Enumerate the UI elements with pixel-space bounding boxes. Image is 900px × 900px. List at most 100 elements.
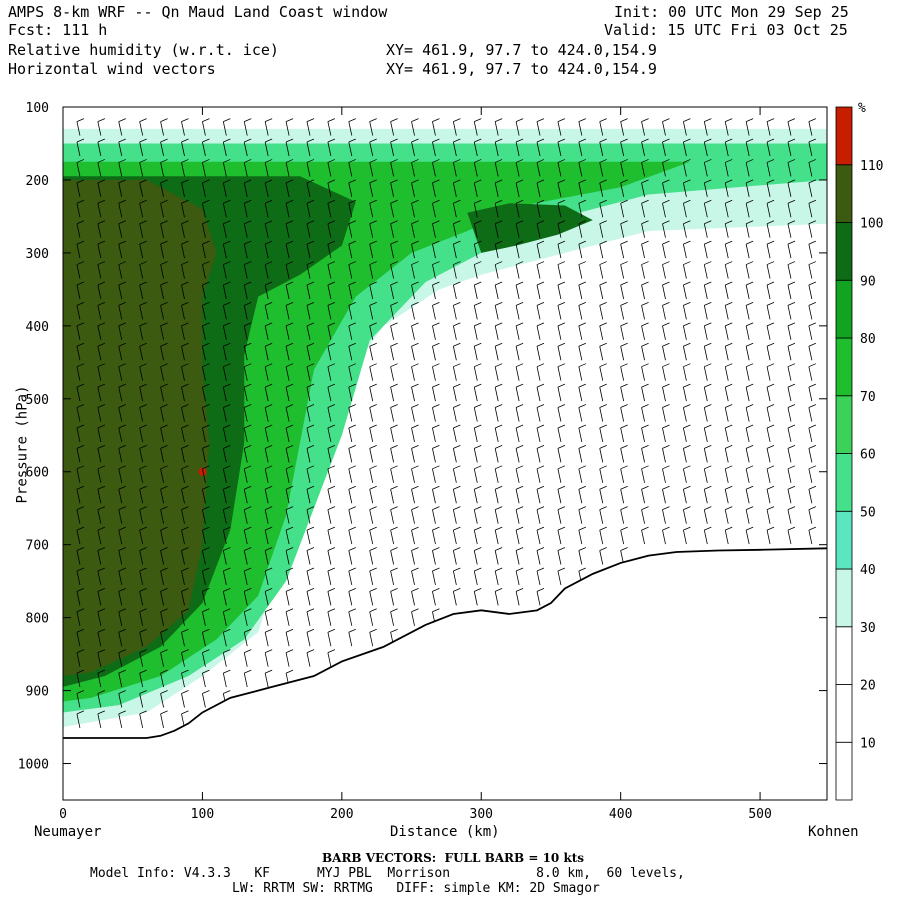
wind-barb bbox=[432, 509, 436, 524]
wind-barb bbox=[578, 182, 583, 197]
wind-barb bbox=[348, 489, 353, 504]
wind-barb-flag bbox=[620, 179, 628, 184]
wind-barb-flag bbox=[327, 424, 336, 429]
wind-barb bbox=[306, 387, 311, 402]
wind-barb-flag bbox=[599, 363, 607, 368]
wind-barb bbox=[745, 264, 750, 279]
wind-barb-flag bbox=[599, 199, 607, 204]
wind-barb bbox=[599, 162, 604, 177]
wind-barb-flag bbox=[97, 240, 106, 245]
wind-barb-flag bbox=[76, 342, 85, 347]
wind-barb bbox=[139, 468, 144, 483]
wind-barb bbox=[202, 448, 206, 463]
wind-barb-flag bbox=[369, 547, 377, 551]
wind-barb-flag bbox=[139, 710, 147, 715]
wind-barb-flag bbox=[76, 628, 85, 633]
wind-barb bbox=[285, 182, 290, 197]
wind-barb-flag bbox=[725, 220, 733, 225]
colorbar-segment bbox=[835, 684, 853, 743]
wind-barb bbox=[452, 346, 457, 361]
wind-barb bbox=[766, 468, 771, 483]
wind-barb bbox=[599, 366, 604, 381]
wind-barb bbox=[222, 366, 227, 381]
wind-barb bbox=[620, 305, 625, 320]
wind-barb bbox=[118, 652, 123, 667]
wind-barb bbox=[202, 611, 206, 626]
wind-barb bbox=[808, 121, 813, 136]
wind-barb bbox=[641, 509, 645, 524]
wind-barb-flag bbox=[160, 261, 168, 265]
wind-barb bbox=[202, 366, 206, 381]
wind-barb-flag bbox=[97, 322, 106, 327]
wind-barb bbox=[745, 387, 750, 402]
wind-barb-flag bbox=[285, 649, 294, 654]
wind-barb bbox=[808, 325, 813, 340]
wind-barb bbox=[390, 121, 395, 136]
wind-barb-flag bbox=[745, 465, 754, 470]
wind-barb bbox=[515, 489, 520, 504]
wind-barb bbox=[432, 223, 436, 238]
colorbar-label: 30 bbox=[860, 621, 876, 636]
wind-barb bbox=[515, 244, 520, 259]
wind-barb bbox=[620, 530, 625, 545]
wind-barb-flag bbox=[536, 281, 545, 286]
wind-barb-flag bbox=[808, 363, 817, 368]
wind-barb-flag bbox=[160, 118, 168, 122]
wind-barb-flag bbox=[432, 240, 440, 245]
wind-barb-flag bbox=[515, 302, 524, 306]
wind-barb bbox=[620, 489, 625, 504]
wind-barb bbox=[118, 591, 123, 606]
wind-barb bbox=[703, 264, 708, 279]
wind-barb bbox=[473, 468, 478, 483]
rh-region-90-5 bbox=[467, 203, 593, 253]
wind-barb-flag bbox=[745, 383, 754, 388]
wind-barb bbox=[76, 427, 81, 443]
wind-barb bbox=[202, 407, 206, 422]
colorbar-segment bbox=[835, 279, 853, 339]
wind-barb-flag bbox=[76, 547, 85, 551]
wind-barb bbox=[327, 591, 332, 606]
wind-barb-flag bbox=[160, 322, 168, 327]
wind-barb-flag bbox=[306, 322, 315, 327]
wind-barb bbox=[745, 366, 750, 381]
wind-barb-flag bbox=[766, 322, 775, 327]
wind-barb bbox=[348, 346, 353, 361]
wind-barb bbox=[452, 530, 457, 545]
wind-barb bbox=[306, 203, 311, 218]
wind-barb bbox=[432, 264, 436, 279]
wind-barb-flag bbox=[683, 485, 691, 490]
wind-barb-flag bbox=[787, 240, 796, 245]
wind-barb-flag bbox=[474, 342, 482, 347]
wind-barb bbox=[390, 448, 395, 463]
wind-barb bbox=[285, 591, 290, 606]
wind-barb bbox=[243, 530, 248, 545]
wind-barb bbox=[766, 509, 771, 524]
wind-barb-flag bbox=[369, 240, 377, 245]
wind-barb bbox=[222, 489, 227, 504]
wind-barb-flag bbox=[495, 424, 503, 429]
wind-barb bbox=[222, 121, 227, 136]
wind-barb bbox=[181, 591, 185, 606]
wind-barb-flag bbox=[453, 506, 461, 511]
wind-barb bbox=[97, 244, 102, 259]
wind-barb-flag bbox=[557, 220, 566, 225]
wind-barb bbox=[662, 284, 666, 300]
wind-barb bbox=[683, 264, 687, 279]
wind-barb bbox=[348, 550, 353, 565]
wind-barb bbox=[620, 366, 625, 381]
wind-barb bbox=[369, 162, 374, 177]
wind-barb-flag bbox=[641, 342, 649, 347]
wind-barb bbox=[76, 591, 81, 606]
wind-barb-flag bbox=[787, 383, 796, 388]
wind-barb-flag bbox=[515, 261, 524, 265]
wind-barb bbox=[683, 489, 687, 504]
wind-barb bbox=[181, 141, 185, 157]
wind-barb bbox=[452, 223, 457, 238]
model-info-2: LW: RRTM SW: RRTMG DIFF: simple KM: 2D S… bbox=[232, 881, 600, 896]
wind-barb bbox=[432, 121, 436, 136]
wind-barb-flag bbox=[390, 588, 398, 592]
wind-barb-flag bbox=[599, 179, 607, 184]
wind-barb-flag bbox=[118, 588, 126, 592]
wind-barb bbox=[683, 366, 687, 381]
wind-barb bbox=[432, 427, 436, 443]
